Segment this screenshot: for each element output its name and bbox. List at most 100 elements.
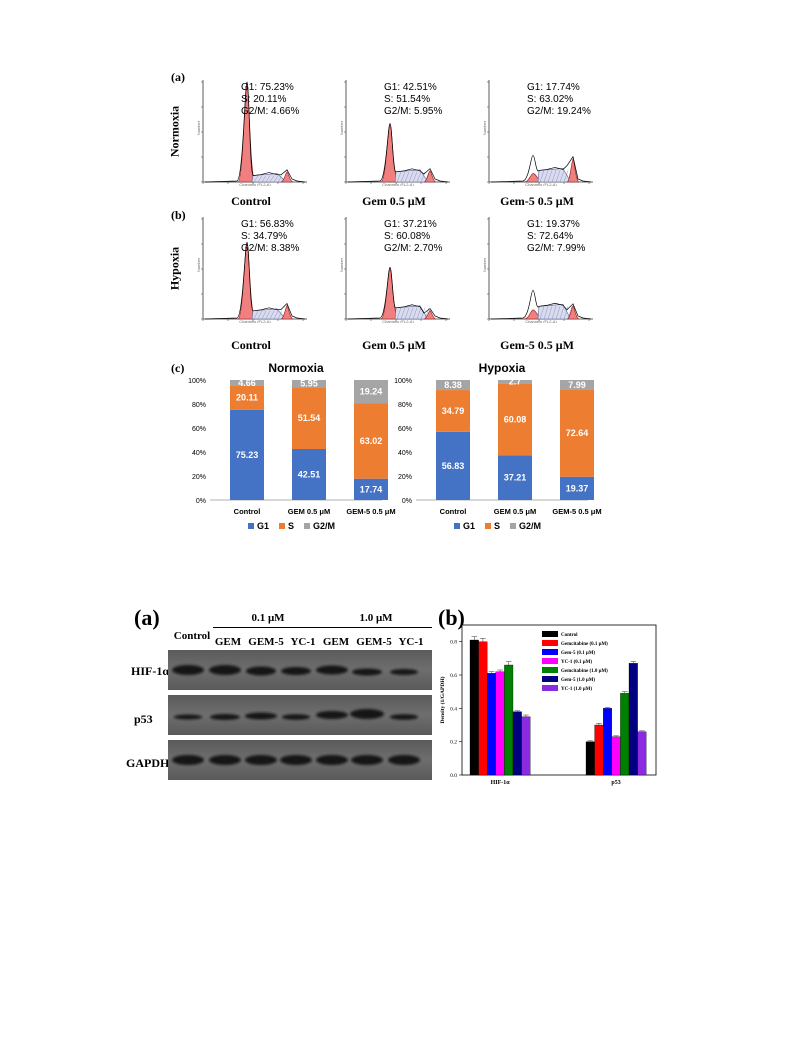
flow-s-hatch: [551, 306, 557, 320]
flow-histogram-1-1: Channels (FL2-A) Number: [340, 215, 452, 323]
flow-histogram-svg: Channels (FL2-A) Number: [197, 80, 307, 186]
wb-header-low-dose: 0.1 μM: [251, 612, 285, 624]
flow-stats: G1: 37.21% S: 60.08% G2/M: 2.70%: [384, 219, 442, 255]
flow-stat-line-1: S: 51.54%: [384, 94, 431, 105]
flow-s-hatch: [551, 170, 557, 183]
flow-s-hatch: [416, 307, 422, 320]
density-bar: [521, 716, 531, 776]
stack-data-label: 2.7: [509, 377, 522, 387]
density-bar-chart: 0.0 0.2 0.4 0.6 0.8 Density (1/GAPDH) HIF-1α p5…: [439, 624, 657, 786]
flow-s-hatch: [567, 306, 573, 320]
flow-histogram-0-2: Channels (FL2-A) Number: [483, 78, 595, 186]
density-legend-swatch: [542, 667, 558, 673]
density-legend-swatch: [542, 640, 558, 646]
flow-g2m-peak: [566, 305, 580, 320]
density-legend-label: Gemcitabine (1.0 μM): [561, 669, 608, 674]
stack-bar-segment: [498, 380, 532, 384]
flow-s-hatch: [543, 170, 549, 183]
flow-histogram-1-0: Channels (FL2-A) Number: [197, 215, 309, 323]
stack-category-label: GEM 0.5 μM: [494, 507, 537, 516]
flow-s-hatch: [555, 306, 561, 320]
density-bar: [594, 724, 604, 776]
density-legend-label: Gem-5 (1.0 μM): [561, 678, 595, 683]
stack-data-label: 7.99: [568, 380, 586, 390]
stack-data-label: 8.38: [444, 380, 462, 390]
stack-data-label: 63.02: [360, 436, 383, 446]
stack-data-label: 60.08: [504, 414, 527, 424]
flow-x-axis-label: Channels (FL2-A): [239, 319, 271, 323]
flow-s-hatch: [404, 171, 410, 183]
wb-header-gem5-high: GEM-5: [356, 636, 392, 648]
stack-category-label: Control: [234, 507, 261, 516]
flow-x-axis-label: Channels (FL2-A): [239, 182, 271, 186]
flow-s-hatch: [277, 310, 283, 320]
flow-histogram-0-1: Channels (FL2-A) Number: [340, 78, 452, 186]
stack-y-tick-label: 100%: [188, 378, 206, 385]
density-bar: [611, 736, 621, 776]
flow-s-hatch: [412, 307, 418, 320]
density-bar: [585, 741, 595, 776]
density-category-label: HIF-1α: [491, 780, 511, 786]
flow-stat-line-2: G2/M: 8.38%: [241, 243, 300, 254]
flow-stats: G1: 42.51% S: 51.54% G2/M: 5.95%: [384, 82, 442, 118]
flow-histogram-svg: Channels (FL2-A) Number: [483, 217, 593, 323]
wb-panel-label-a: (a): [134, 605, 160, 630]
density-y-axis-label: Density (1/GAPDH): [439, 676, 446, 723]
flow-stats: G1: 17.74% S: 63.02% G2/M: 19.24%: [527, 82, 591, 118]
flow-s-hatch: [277, 175, 283, 183]
flow-stat-line-0: G1: 42.51%: [384, 82, 437, 93]
stack-bar-segment: [230, 409, 264, 500]
stack-legend-label: G1: [257, 521, 269, 531]
flow-y-axis-label: Number: [340, 257, 344, 272]
stack-legend-swatch: [485, 523, 491, 529]
stack-bar-segment: [230, 385, 264, 410]
stack-y-tick-label: 0%: [196, 498, 206, 505]
stack-bar-segment: [560, 389, 594, 477]
density-y-tick-label: 0.8: [450, 640, 457, 646]
stack-y-tick-label: 60%: [192, 426, 206, 433]
flow-s-hatch: [265, 175, 271, 183]
wb-lane-label-gapdh: GAPDH: [126, 756, 170, 770]
stack-chart-1: Hypoxia 0% 20% 40% 60% 80% 100% 56.83 34.79 8.38 C…: [394, 361, 602, 531]
wb-lane-label-hif: HIF-1α: [131, 664, 170, 678]
density-bar: [469, 639, 479, 776]
stack-legend-swatch: [279, 523, 285, 529]
row-label-normoxia: Normoxia: [167, 105, 182, 158]
flow-y-axis-label: Number: [197, 120, 201, 135]
flow-x-axis-label: Channels (FL2-A): [525, 182, 557, 186]
flow-stat-line-1: S: 34.79%: [241, 231, 288, 242]
flow-s-hatch: [555, 170, 561, 183]
density-y-tick-label: 0.2: [450, 740, 457, 746]
flow-y-axis-label: Number: [483, 257, 487, 272]
density-y-tick-label: 0.0: [450, 773, 457, 779]
stack-bar-segment: [292, 387, 326, 449]
cell-cycle-stacked-charts: Normoxia 0% 20% 40% 60% 80% 100% 75.23 20.11 4.66…: [188, 361, 602, 531]
flow-s-hatch: [563, 306, 569, 320]
flow-s-hatch: [420, 307, 426, 320]
flow-stat-line-2: G2/M: 2.70%: [384, 243, 443, 254]
flow-y-axis-label: Number: [483, 120, 487, 135]
flow-g2m-peak: [280, 305, 294, 320]
density-legend-label: Gem-5 (0.1 μM): [561, 651, 595, 656]
density-legend-label: YC-1 (0.1 μM): [561, 660, 592, 665]
stack-category-label: GEM-5 0.5 μM: [552, 507, 601, 516]
flow-stat-line-2: G2/M: 4.66%: [241, 106, 300, 117]
flow-caption: Control: [231, 338, 271, 352]
stack-data-label: 56.83: [442, 461, 465, 471]
wb-header-gem-high: GEM: [322, 636, 350, 648]
stack-legend-label: S: [288, 521, 294, 531]
flow-s-hatch: [396, 171, 402, 183]
stack-category-label: GEM-5 0.5 μM: [346, 507, 395, 516]
flow-histogram-svg: Channels (FL2-A) Number: [340, 217, 450, 323]
stack-bar-segment: [498, 383, 532, 456]
stack-legend-label: G1: [463, 521, 475, 531]
density-legend-label: Control: [561, 633, 578, 638]
flow-raw-outline: [204, 241, 306, 320]
flow-s-hatch: [563, 170, 569, 183]
stack-data-label: 42.51: [298, 469, 321, 479]
stack-data-label: 20.11: [236, 393, 258, 403]
flow-stat-line-1: S: 20.11%: [241, 94, 287, 105]
flow-stat-line-0: G1: 37.21%: [384, 219, 437, 230]
wb-lane-label-p53: p53: [134, 712, 153, 726]
flow-stat-line-1: S: 60.08%: [384, 231, 431, 242]
